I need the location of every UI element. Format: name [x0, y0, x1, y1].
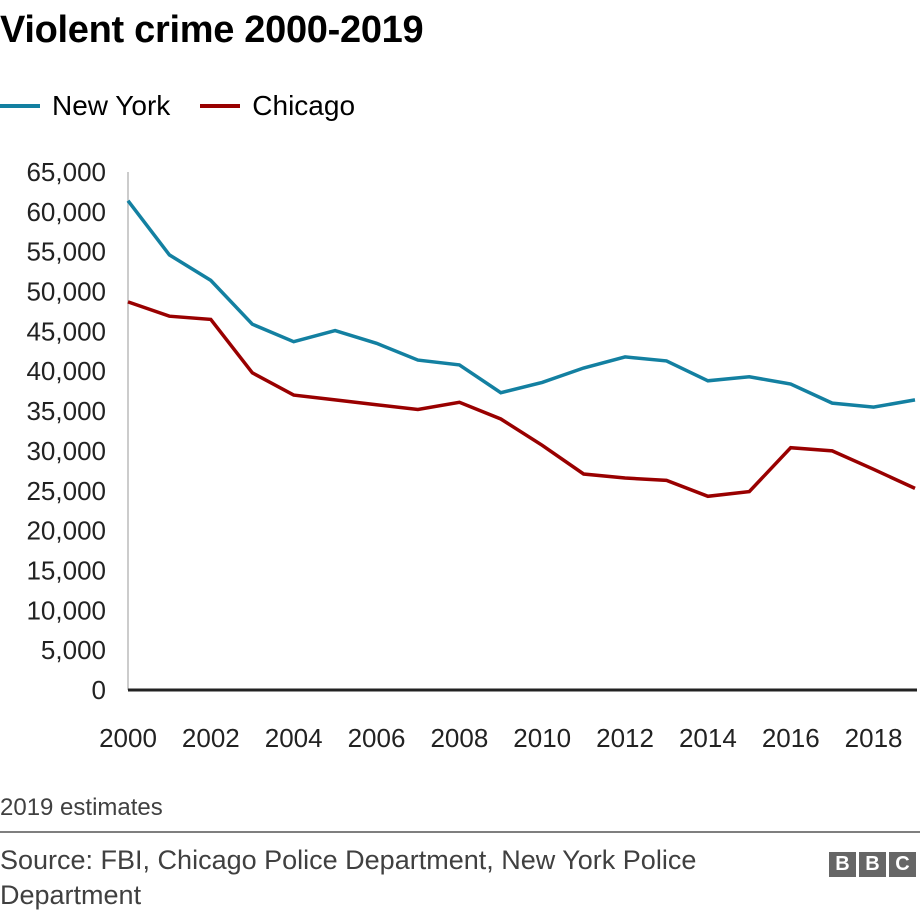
- legend-swatch-new-york: [0, 104, 40, 108]
- x-tick-label: 2004: [265, 723, 323, 753]
- series-lines: [126, 199, 916, 499]
- y-tick-label: 35,000: [26, 396, 106, 426]
- bbc-logo-letter: B: [829, 852, 856, 877]
- y-tick-label: 30,000: [26, 436, 106, 466]
- legend-item-chicago: Chicago: [200, 88, 355, 124]
- y-tick-label: 25,000: [26, 476, 106, 506]
- x-tick-label: 2018: [845, 723, 903, 753]
- y-tick-label: 55,000: [26, 237, 106, 267]
- y-tick-label: 60,000: [26, 197, 106, 227]
- y-tick-label: 0: [92, 675, 106, 705]
- y-tick-label: 40,000: [26, 356, 106, 386]
- y-tick-label: 10,000: [26, 595, 106, 625]
- source-text: Source: FBI, Chicago Police Department, …: [0, 845, 697, 910]
- x-tick-label: 2016: [762, 723, 820, 753]
- chart-note: 2019 estimates: [0, 794, 163, 821]
- y-tick-label: 50,000: [26, 277, 106, 307]
- line-chart: 0 5,000 10,000 15,000 20,000 25,000 30,000 35,0…: [26, 157, 917, 753]
- series-line-new-york: [126, 199, 916, 409]
- y-tick-label: 65,000: [26, 157, 106, 187]
- x-axis-labels: 2000 2002 2004 2006 2008 2010 2012 2014 2016 2018: [99, 723, 902, 753]
- series-line-chicago: [127, 300, 916, 499]
- y-tick-label: 45,000: [26, 316, 106, 346]
- x-tick-label: 2012: [596, 723, 654, 753]
- x-tick-label: 2000: [99, 723, 157, 753]
- legend-label-new-york: New York: [52, 90, 171, 121]
- bbc-logo: B B C: [829, 852, 916, 877]
- y-axis-labels: 0 5,000 10,000 15,000 20,000 25,000 30,000 35,0…: [26, 157, 106, 705]
- footer-divider: [0, 831, 920, 833]
- bbc-logo-letter: C: [889, 852, 916, 877]
- bbc-logo-letter: B: [859, 852, 886, 877]
- x-tick-label: 2014: [679, 723, 737, 753]
- legend-swatch-chicago: [200, 104, 241, 108]
- x-tick-label: 2008: [430, 723, 488, 753]
- y-tick-label: 20,000: [26, 516, 106, 546]
- legend-label-chicago: Chicago: [252, 90, 356, 121]
- y-tick-label: 15,000: [26, 555, 106, 585]
- y-tick-label: 5,000: [41, 635, 106, 665]
- x-tick-label: 2010: [513, 723, 571, 753]
- chart-title: Violent crime 2000-2019: [0, 9, 424, 51]
- x-tick-label: 2002: [182, 723, 240, 753]
- legend: New York Chicago: [0, 88, 385, 124]
- x-tick-label: 2006: [348, 723, 406, 753]
- legend-item-new-york: New York: [0, 88, 170, 124]
